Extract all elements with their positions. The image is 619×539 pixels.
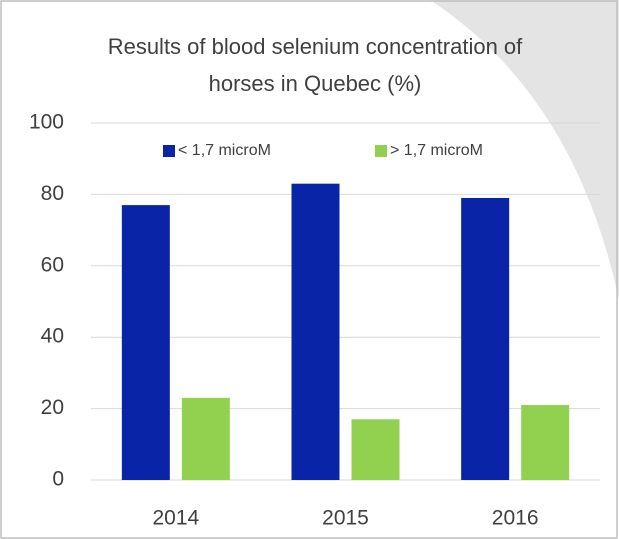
bar <box>351 419 400 480</box>
bar <box>461 197 510 480</box>
bar <box>291 183 340 480</box>
y-tick-label: 20 <box>41 396 64 419</box>
decor-shape <box>430 0 619 300</box>
legend-label: < 1,7 microM <box>178 142 271 159</box>
y-tick-label: 80 <box>41 182 64 205</box>
y-tick-label: 0 <box>52 468 64 491</box>
bar <box>181 397 230 480</box>
chart-title: Results of blood selenium concentration … <box>107 34 523 96</box>
legend-label: > 1,7 microM <box>390 142 483 159</box>
x-tick-label: 2016 <box>492 507 539 530</box>
bar <box>121 205 170 481</box>
x-tick-label: 2014 <box>152 507 199 530</box>
y-tick-label: 60 <box>41 253 64 276</box>
y-tick-label: 40 <box>41 325 64 348</box>
legend-swatch <box>163 145 175 157</box>
y-tick-label: 100 <box>29 111 64 134</box>
bar <box>521 405 570 480</box>
x-tick-label: 2015 <box>322 507 369 530</box>
legend-swatch <box>375 145 387 157</box>
